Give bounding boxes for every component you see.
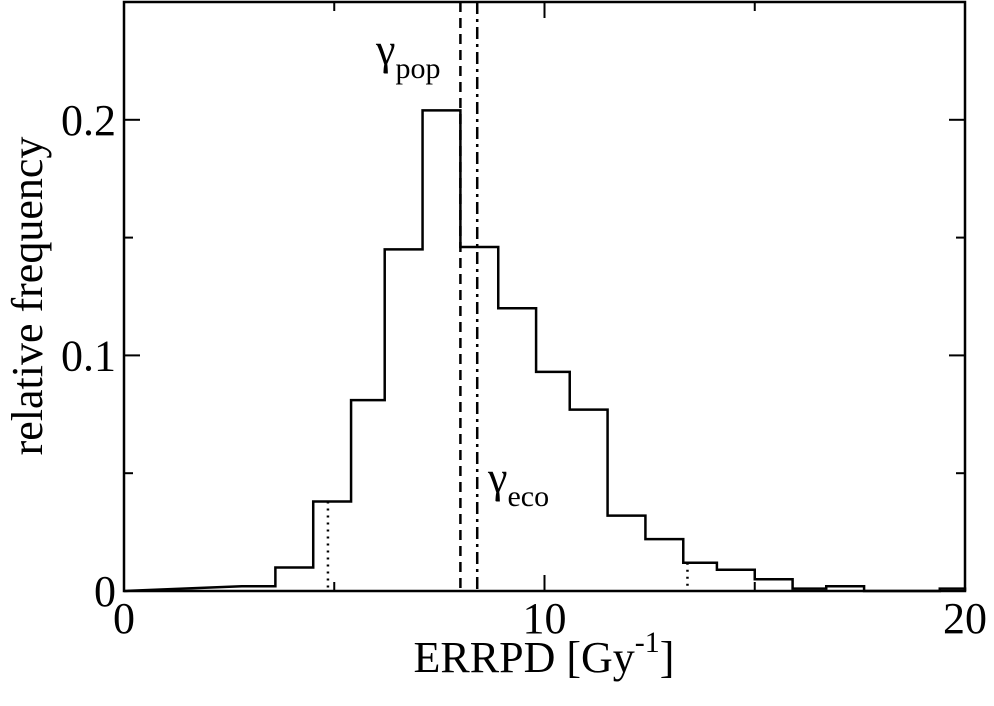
x-tick-label: 20 <box>943 594 987 643</box>
annotations: γpop γeco <box>375 25 549 513</box>
axis-tick-labels: 0 10 20 0 0.1 0.2 <box>61 96 987 643</box>
histogram-step-line <box>123 109 967 593</box>
y-tick-label: 0.1 <box>61 331 116 380</box>
y-tick-label: 0.2 <box>61 96 116 145</box>
y-tick-label: 0 <box>94 567 116 616</box>
axis-ticks <box>123 2 966 592</box>
x-axis-label: ERRPD [Gy-1] <box>414 626 675 682</box>
reference-lines <box>326 2 689 591</box>
gamma-eco-annotation: γeco <box>487 453 549 513</box>
y-axis-label: relative frequency <box>3 137 52 456</box>
gamma-pop-annotation: γpop <box>375 25 440 85</box>
x-tick-label: 0 <box>113 594 135 643</box>
x-tick-label: 10 <box>523 594 567 643</box>
